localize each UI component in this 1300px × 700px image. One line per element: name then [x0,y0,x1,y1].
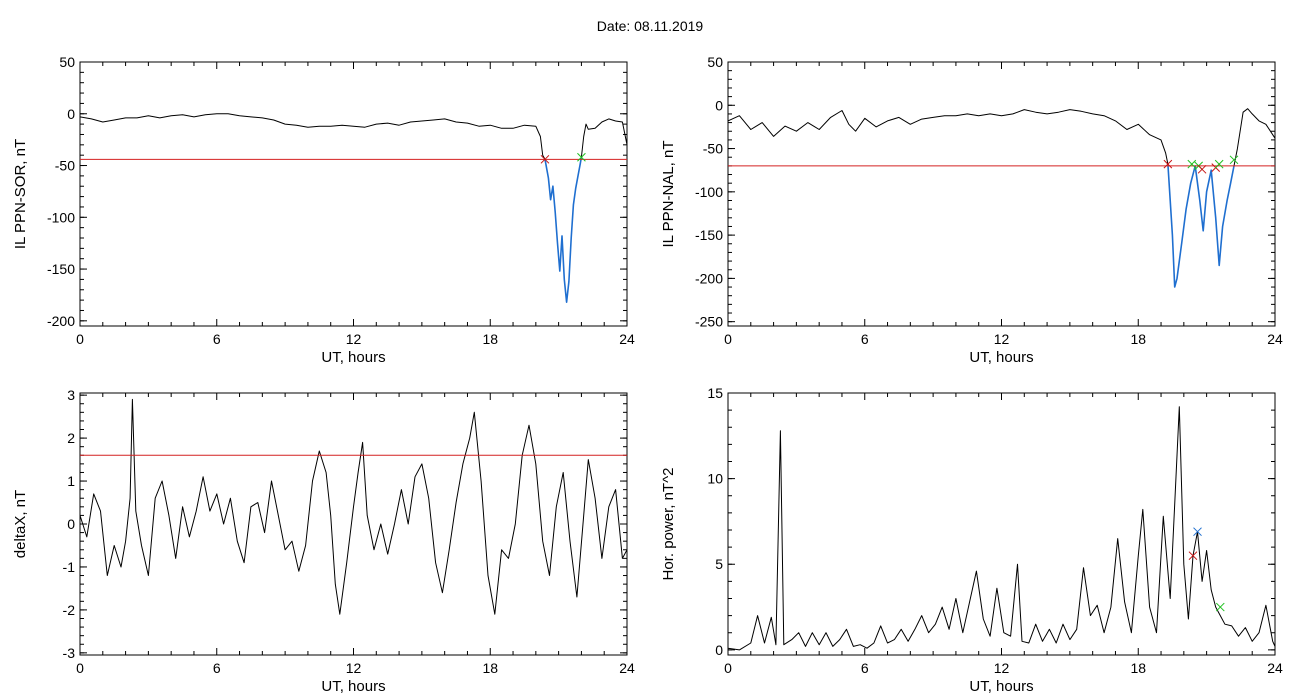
x-tick-label: 6 [213,331,221,347]
event-marker-stroke [1187,159,1197,169]
x-tick-label: 0 [724,331,732,347]
y-tick-label: -100 [47,209,75,225]
y-axis-label: IL PPN-SOR, nT [12,139,29,249]
event-marker [540,154,550,164]
x-tick-label: 18 [482,660,498,676]
y-tick-label: 0 [715,642,723,658]
x-tick-label: 18 [482,331,498,347]
y-tick-label: 50 [707,54,723,70]
x-tick-label: 24 [619,331,635,347]
y-axis-label: IL PPN-NAL, nT [660,141,677,248]
x-axis-label: UT, hours [321,349,385,366]
y-tick-label: -50 [55,158,75,174]
y-tick-label: -3 [63,645,76,661]
chart-horpower: 0 6 12 18 24 15 10 5 0 UT, hours Hor. power, nT^2 [660,385,1283,695]
event-marker [1163,159,1173,169]
y-tick-label: 0 [67,106,75,122]
plot-area [80,398,627,615]
x-axis-label: UT, hours [969,349,1033,366]
y-tick-label: -2 [63,602,76,618]
y-tick-label: 2 [67,430,75,446]
event-marker-stroke [1193,527,1202,537]
plot-frame [727,61,1276,327]
x-tick-label: 6 [861,331,869,347]
x-axis-label: UT, hours [321,678,385,695]
x-tick-label: 6 [861,660,869,676]
plot-frame [79,61,628,327]
y-tick-label: 0 [715,97,723,113]
x-tick-label: 12 [346,660,362,676]
event-marker-stroke [577,152,586,162]
x-tick-label: 12 [994,660,1010,676]
y-tick-label: 10 [707,471,723,487]
y-tick-label: -150 [47,261,75,277]
plot-area [80,113,627,303]
event-marker [1193,527,1202,537]
series-line-2 [1233,108,1275,166]
x-tick-label: 0 [724,660,732,676]
x-tick-label: 24 [619,660,635,676]
x-tick-label: 18 [1130,660,1146,676]
y-tick-label: 50 [59,54,75,70]
x-tick-label: 18 [1130,331,1146,347]
y-tick-label: -250 [695,314,723,330]
event-marker [577,152,586,162]
event-marker [1215,602,1225,612]
y-tick-label: -200 [695,270,723,286]
y-tick-label: 3 [67,387,75,403]
y-axis-label: Hor. power, nT^2 [660,468,677,581]
y-tick-label: 1 [67,473,75,489]
y-tick-label: 15 [707,385,723,401]
plot-area [728,406,1275,651]
event-marker [1187,159,1197,169]
chart-nal: 0 6 12 18 24 50 0 -50 -100 -150 -200 -250 UT, hours I… [660,54,1283,366]
series-line-2 [580,118,627,158]
y-tick-label: 5 [715,556,723,572]
x-tick-label: 6 [213,660,221,676]
event-marker-stroke [1215,602,1225,612]
event-marker-stroke [1229,155,1239,165]
y-tick-label: -200 [47,313,75,329]
page-title: Date: 08.11.2019 [596,18,704,34]
y-tick-label: -1 [63,559,76,575]
y-tick-label: -100 [695,184,723,200]
event-marker-stroke [1188,551,1198,561]
x-tick-label: 12 [994,331,1010,347]
x-tick-label: 24 [1267,660,1283,676]
event-marker [1229,155,1239,165]
y-axis-label: deltaX, nT [12,490,29,558]
chart-deltax: 0 6 12 18 24 3 2 1 0 -1 -2 -3 UT, hours deltaX, nT [12,387,635,695]
event-marker-stroke [1214,159,1224,169]
series-line-1 [544,157,583,303]
event-marker [1197,164,1207,174]
plot-area [728,108,1275,288]
x-tick-label: 12 [346,331,362,347]
series-line-1 [1167,164,1235,288]
x-tick-label: 0 [76,331,84,347]
x-tick-label: 24 [1267,331,1283,347]
y-tick-label: -50 [703,141,723,157]
event-marker [1188,551,1198,561]
chart-sor: 0 6 12 18 24 50 0 -50 -100 -150 -200 UT, hours IL PP… [12,54,635,366]
series-line-0 [80,113,546,160]
series-line-0 [728,406,1275,651]
event-marker-stroke [1197,164,1207,174]
y-tick-label: 0 [67,516,75,532]
x-axis-label: UT, hours [969,678,1033,695]
event-marker [1214,159,1224,169]
x-tick-label: 0 [76,660,84,676]
series-line-0 [80,398,627,615]
event-marker-stroke [540,154,550,164]
y-tick-label: -150 [695,227,723,243]
series-line-0 [728,109,1169,165]
plot-frame [79,392,628,656]
event-marker-stroke [1163,159,1173,169]
